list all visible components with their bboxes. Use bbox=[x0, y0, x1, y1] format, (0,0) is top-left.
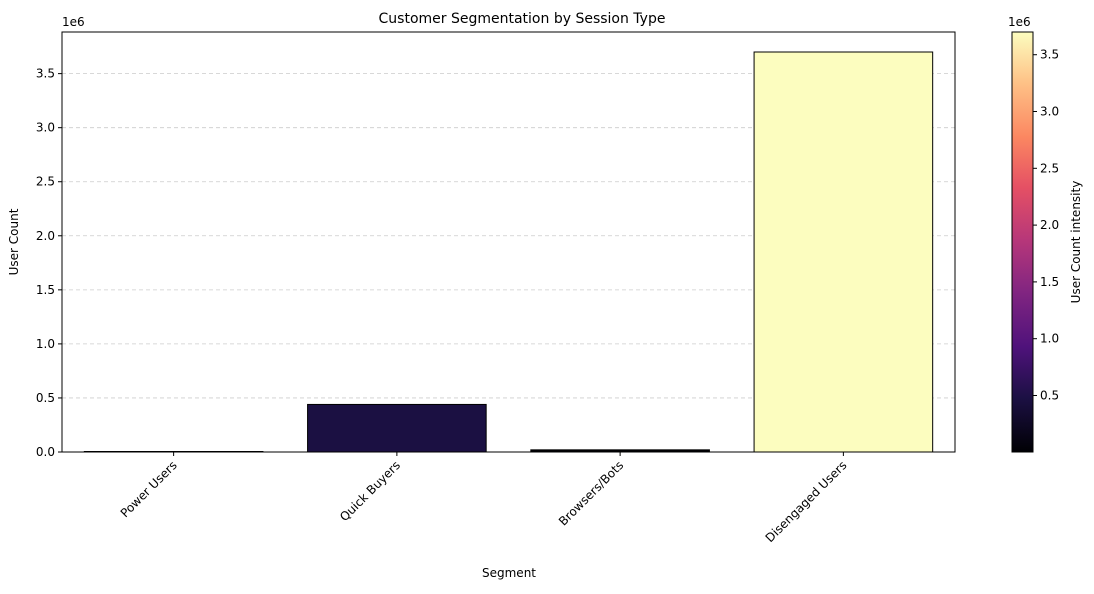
y-tick-label: 0.5 bbox=[36, 391, 55, 405]
y-axis-offset-label: 1e6 bbox=[62, 15, 85, 29]
y-tick-label: 1.5 bbox=[36, 283, 55, 297]
colorbar-tick-label: 1.0 bbox=[1040, 332, 1059, 346]
bar-quick-buyers bbox=[307, 403, 487, 453]
colorbar-gradient bbox=[1011, 31, 1034, 453]
colorbar-tick-label: 0.5 bbox=[1040, 388, 1059, 402]
y-tick-label: 3.5 bbox=[36, 67, 55, 81]
bars bbox=[83, 51, 934, 453]
y-axis-label: User Count bbox=[7, 208, 21, 275]
y-tick-label: 3.0 bbox=[36, 121, 55, 135]
x-tick-label: Disengaged Users bbox=[763, 458, 850, 545]
colorbar-label: User Count intensity bbox=[1069, 181, 1083, 304]
x-tick-label: Power Users bbox=[118, 458, 180, 520]
chart-title: Customer Segmentation by Session Type bbox=[379, 11, 666, 27]
y-tick-label: 0.0 bbox=[36, 445, 55, 459]
x-axis-label: Segment bbox=[482, 566, 536, 580]
colorbar-tick-label: 2.0 bbox=[1040, 218, 1059, 232]
colorbar-tick-label: 1.5 bbox=[1040, 275, 1059, 289]
x-axis: Power Users Quick Buyers Browsers/Bots Dise… bbox=[118, 452, 850, 545]
y-tick-label: 1.0 bbox=[36, 337, 55, 351]
plot-frame bbox=[61, 31, 956, 453]
colorbar-ticks: 0.5 1.0 1.5 2.0 2.5 3.0 3.5 bbox=[1033, 48, 1059, 402]
colorbar-tick-label: 3.0 bbox=[1040, 105, 1059, 119]
y-tick-label: 2.0 bbox=[36, 229, 55, 243]
bar-disengaged-users bbox=[753, 51, 934, 453]
colorbar: 1e6 User Count intensity 0.5 1.0 1.5 2.0 2.5… bbox=[1008, 15, 1083, 453]
colorbar-tick-label: 3.5 bbox=[1040, 48, 1059, 62]
x-tick-label: Browsers/Bots bbox=[556, 458, 626, 528]
x-tick-label: Quick Buyers bbox=[337, 458, 403, 524]
colorbar-offset-label: 1e6 bbox=[1008, 15, 1031, 29]
colorbar-tick-label: 2.5 bbox=[1040, 161, 1059, 175]
y-axis: 0.0 0.5 1.0 1.5 2.0 2.5 3.0 3.5 bbox=[36, 67, 62, 459]
y-tick-label: 2.5 bbox=[36, 175, 55, 189]
